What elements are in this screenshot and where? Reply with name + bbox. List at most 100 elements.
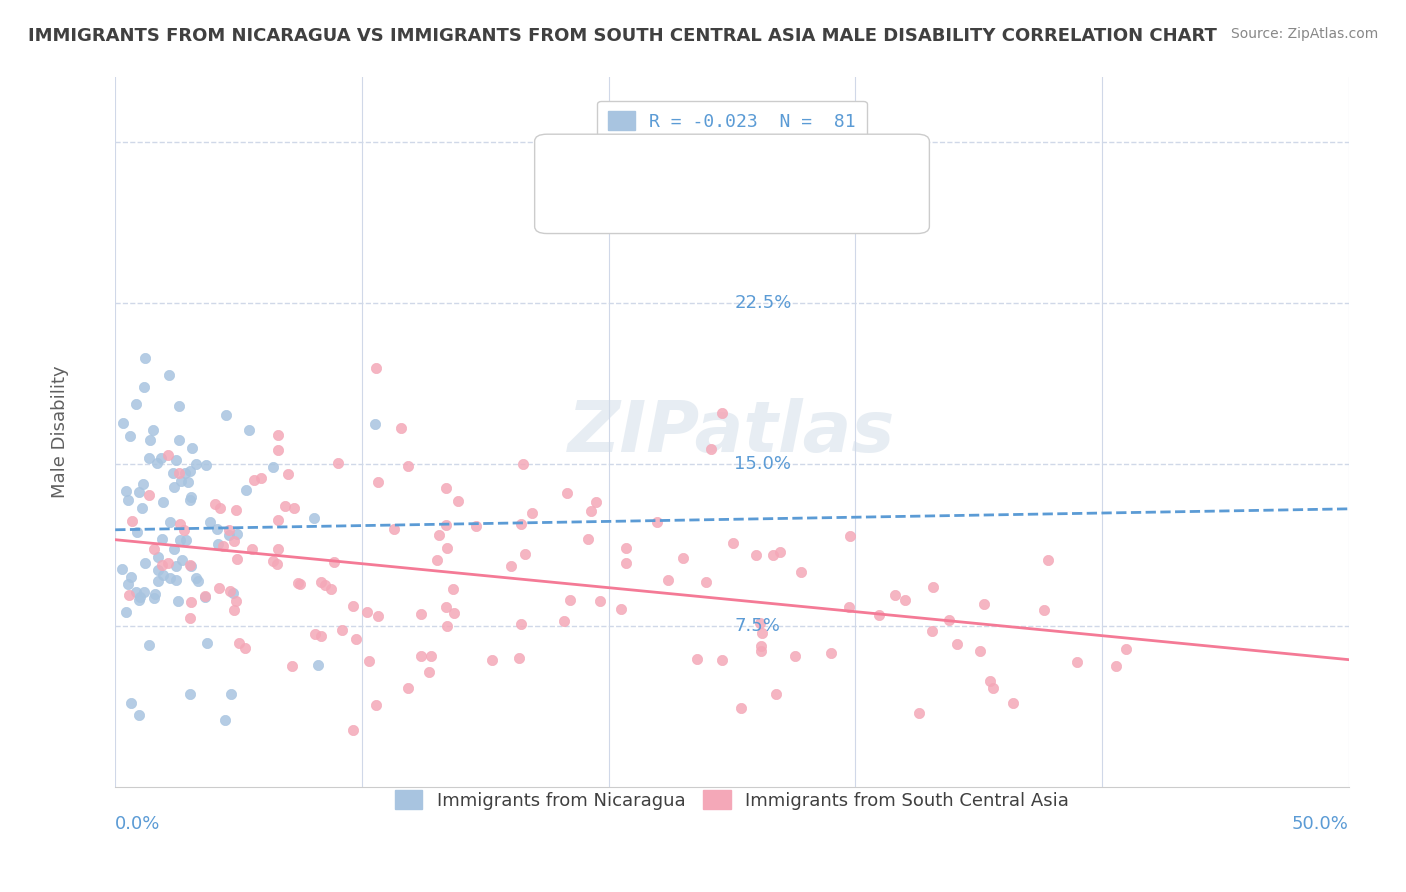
Point xyxy=(180,491,202,505)
Point xyxy=(367,475,389,489)
Point xyxy=(657,574,679,588)
Point xyxy=(751,644,773,658)
Point xyxy=(356,605,378,619)
Point xyxy=(281,659,304,673)
Point xyxy=(156,556,179,570)
Point xyxy=(173,523,195,537)
Point xyxy=(382,522,405,536)
Point xyxy=(118,588,141,602)
Point xyxy=(205,522,228,536)
Point xyxy=(146,549,169,564)
Point xyxy=(436,541,458,556)
Point xyxy=(820,646,842,660)
Point xyxy=(218,523,240,537)
Point xyxy=(838,600,860,615)
Point xyxy=(146,457,169,471)
Point xyxy=(266,443,288,458)
Point xyxy=(166,593,188,607)
Point xyxy=(614,541,637,555)
Point xyxy=(434,481,457,495)
Point xyxy=(434,599,457,614)
Point xyxy=(115,605,138,619)
Point xyxy=(157,368,180,383)
Point xyxy=(396,459,419,474)
Text: 50.0%: 50.0% xyxy=(1292,815,1348,833)
Point xyxy=(922,580,945,594)
Point xyxy=(143,591,166,606)
Point xyxy=(128,485,150,500)
Point xyxy=(208,500,231,515)
Point xyxy=(367,609,389,624)
Point xyxy=(721,536,744,550)
Point xyxy=(138,450,160,465)
Point xyxy=(184,458,207,472)
Point xyxy=(1038,552,1060,566)
Text: 15.0%: 15.0% xyxy=(734,456,792,474)
Point xyxy=(309,575,332,590)
Point xyxy=(142,423,165,437)
Point xyxy=(195,636,218,650)
Point xyxy=(179,687,201,701)
Point xyxy=(700,442,723,457)
FancyBboxPatch shape xyxy=(534,134,929,234)
Point xyxy=(745,549,768,563)
Point xyxy=(180,595,202,609)
Point xyxy=(111,416,134,430)
Point xyxy=(127,524,149,539)
Point xyxy=(195,458,218,472)
Point xyxy=(207,581,229,595)
Point xyxy=(132,476,155,491)
Point xyxy=(156,448,179,462)
Point xyxy=(180,559,202,574)
Text: Male Disability: Male Disability xyxy=(51,366,69,499)
Point xyxy=(765,687,787,701)
Point xyxy=(200,515,222,529)
Point xyxy=(610,602,633,616)
Point xyxy=(436,619,458,633)
Text: ZIPatlas: ZIPatlas xyxy=(568,398,896,467)
Point xyxy=(243,474,266,488)
Point xyxy=(138,638,160,652)
Point xyxy=(225,526,247,541)
Point xyxy=(447,493,470,508)
Point xyxy=(1066,655,1088,669)
Point xyxy=(420,649,443,664)
Point xyxy=(193,591,215,605)
Point xyxy=(686,652,709,666)
Point xyxy=(165,558,187,573)
Point xyxy=(326,456,349,470)
Point xyxy=(240,541,263,556)
Point xyxy=(222,603,245,617)
Point xyxy=(262,459,284,474)
Point xyxy=(508,651,530,665)
Point xyxy=(132,585,155,599)
Point xyxy=(342,599,364,613)
Point xyxy=(499,559,522,574)
Point xyxy=(179,611,201,625)
Point xyxy=(330,623,353,637)
Point xyxy=(273,499,295,513)
Point xyxy=(522,506,544,520)
Point xyxy=(128,590,150,604)
Point xyxy=(751,625,773,640)
Point xyxy=(172,553,194,567)
Point xyxy=(149,450,172,465)
Point xyxy=(614,556,637,570)
Point xyxy=(783,648,806,663)
Point xyxy=(117,577,139,591)
Point xyxy=(167,467,190,481)
Point xyxy=(166,452,188,467)
Text: Source: ZipAtlas.com: Source: ZipAtlas.com xyxy=(1230,27,1378,41)
Point xyxy=(509,517,531,532)
Point xyxy=(512,457,534,471)
Point xyxy=(152,558,174,572)
Point xyxy=(121,514,143,528)
Point xyxy=(411,607,433,621)
Point xyxy=(146,563,169,577)
Point xyxy=(169,517,191,532)
Point xyxy=(314,578,336,592)
Point xyxy=(434,517,457,532)
Point xyxy=(159,571,181,585)
Point xyxy=(411,648,433,663)
Point xyxy=(749,639,772,653)
